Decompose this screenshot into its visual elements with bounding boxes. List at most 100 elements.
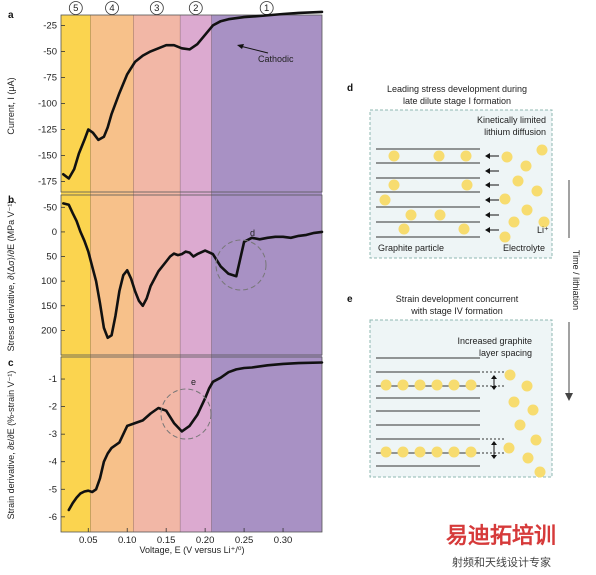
lithium-ion bbox=[501, 151, 513, 163]
chart-stress-derivative: -50 0 50 100 150 200 bbox=[41, 194, 324, 356]
lithium-ion bbox=[530, 434, 542, 446]
schematic-e: e Strain development concurrent with sta… bbox=[347, 294, 553, 478]
y-tick-label: -4 bbox=[49, 457, 57, 468]
dashed-circle-e bbox=[160, 388, 212, 440]
x-axis-label: Voltage, E (V versus Li⁺/⁰) bbox=[140, 545, 245, 555]
stage-circle-2 bbox=[188, 1, 203, 15]
lithium-ion bbox=[522, 452, 534, 464]
schematic-d-callout-1: Kinetically limited bbox=[477, 115, 546, 125]
lithium-ion bbox=[414, 446, 426, 458]
cathodic-arrow-line bbox=[239, 45, 269, 54]
x-tick-label: 0.05 bbox=[79, 535, 98, 546]
y-tick-label: -2 bbox=[49, 402, 57, 413]
cathodic-label: Cathodic bbox=[258, 54, 294, 64]
lithium-ion bbox=[434, 209, 446, 221]
y-tick-label: -3 bbox=[49, 429, 57, 440]
y-tick-label: 0 bbox=[52, 227, 57, 238]
watermark-tagline: 射频和天线设计专家 bbox=[452, 555, 551, 569]
lithium-ion bbox=[521, 204, 533, 216]
circle-label-e: e bbox=[191, 377, 196, 387]
schematic-d-graphite-label: Graphite particle bbox=[378, 243, 444, 253]
diffusion-arrows-d bbox=[485, 153, 499, 233]
lithium-ion bbox=[448, 446, 460, 458]
lithium-ion bbox=[388, 179, 400, 191]
spacing-arrows-e bbox=[491, 375, 497, 459]
panel-label-c: c bbox=[8, 358, 14, 369]
cathodic-arrow-head bbox=[237, 44, 244, 49]
lithium-ion bbox=[458, 223, 470, 235]
schematic-d-title-2: late dilute stage I formation bbox=[403, 96, 511, 106]
y-tick-label: -50 bbox=[43, 46, 57, 57]
stage-band-1 bbox=[61, 15, 91, 532]
spacing-arrow-head-up bbox=[491, 375, 497, 379]
x-tick-label: 0.10 bbox=[118, 535, 137, 546]
stage-bands bbox=[61, 15, 322, 532]
lithium-ion bbox=[380, 379, 392, 391]
y-tick-label: -175 bbox=[38, 177, 57, 188]
schematic-d-electrolyte-label: Electrolyte bbox=[503, 243, 545, 253]
lithium-ion bbox=[465, 446, 477, 458]
diffusion-arrow-head bbox=[485, 182, 490, 188]
schematic-d-title-1: Leading stress development during bbox=[387, 84, 527, 94]
lithium-ion bbox=[397, 379, 409, 391]
panel-label-e: e bbox=[347, 294, 353, 305]
lithium-ion bbox=[431, 379, 443, 391]
plot-frame bbox=[60, 356, 323, 533]
lithium-ion bbox=[461, 179, 473, 191]
stage-number-markers: 5 4 3 2 1 bbox=[68, 1, 274, 15]
lithium-ions-e bbox=[380, 369, 546, 478]
time-arrow-head bbox=[565, 393, 573, 401]
lithium-ion bbox=[460, 150, 472, 162]
y-tick-label: -100 bbox=[38, 99, 57, 110]
stage-band-2 bbox=[90, 15, 134, 532]
diffusion-arrow-head bbox=[485, 168, 490, 174]
panel-label-b: b bbox=[8, 195, 14, 206]
lithium-ion bbox=[499, 231, 511, 243]
lithium-ion bbox=[503, 442, 515, 454]
time-arrow-label: Time / lithiation bbox=[571, 250, 581, 310]
circle-label-d: d bbox=[250, 228, 255, 238]
lithium-ion bbox=[531, 185, 543, 197]
y-tick-label: -1 bbox=[49, 374, 57, 385]
x-tick-label: 0.15 bbox=[157, 535, 176, 546]
cathodic-annotation: Cathodic bbox=[237, 44, 294, 64]
schematic-d-callout-2: lithium diffusion bbox=[484, 127, 546, 137]
stage-circle-5 bbox=[68, 1, 83, 15]
schematic-e-title-2: with stage IV formation bbox=[410, 306, 503, 316]
panel-label-a: a bbox=[8, 10, 14, 21]
watermark: 易迪拓培训 射频和天线设计专家 bbox=[446, 523, 556, 569]
lithium-ion bbox=[536, 144, 548, 156]
spacing-arrow-head-up bbox=[491, 441, 497, 445]
lithium-ion bbox=[508, 216, 520, 228]
diffusion-arrow-head bbox=[485, 197, 490, 203]
highlight-circle-e: e bbox=[160, 377, 212, 440]
stage-circle-3 bbox=[149, 1, 164, 15]
lithium-ion bbox=[520, 160, 532, 172]
stage-number-1: 1 bbox=[264, 3, 269, 14]
y-axis-label-b: Stress derivative, ∂⟨Δσ⟩/∂E (MPa V⁻¹) bbox=[6, 201, 16, 352]
spacing-arrow-head-down bbox=[491, 455, 497, 459]
schematic-e-title-1: Strain development concurrent bbox=[396, 294, 519, 304]
plot-frame bbox=[60, 194, 323, 356]
y-tick-label: -50 bbox=[43, 202, 57, 213]
stage-number-2: 2 bbox=[193, 3, 198, 14]
diffusion-arrow-head bbox=[485, 227, 490, 233]
lithium-ion bbox=[538, 216, 550, 228]
lithium-ion bbox=[521, 380, 533, 392]
y-tick-label: -5 bbox=[49, 484, 57, 495]
time-lithiation-arrow: Time / lithiation bbox=[562, 180, 581, 401]
graphite-layers-e bbox=[376, 357, 506, 467]
stage-number-5: 5 bbox=[73, 3, 78, 14]
lithium-ion bbox=[465, 379, 477, 391]
lithium-ions-d bbox=[379, 144, 550, 243]
y-tick-label: 50 bbox=[46, 252, 57, 263]
y-tick-label: 200 bbox=[41, 325, 57, 336]
lithium-ion bbox=[388, 150, 400, 162]
lithium-ion bbox=[527, 404, 539, 416]
x-axis-ticks: 0.05 0.10 0.15 0.20 0.25 0.30 bbox=[79, 528, 292, 546]
schematic-d-li-label: Li⁺ bbox=[537, 225, 549, 235]
stage-number-3: 3 bbox=[154, 3, 159, 14]
lithium-ion bbox=[397, 446, 409, 458]
spacing-arrow-head-down bbox=[491, 386, 497, 390]
